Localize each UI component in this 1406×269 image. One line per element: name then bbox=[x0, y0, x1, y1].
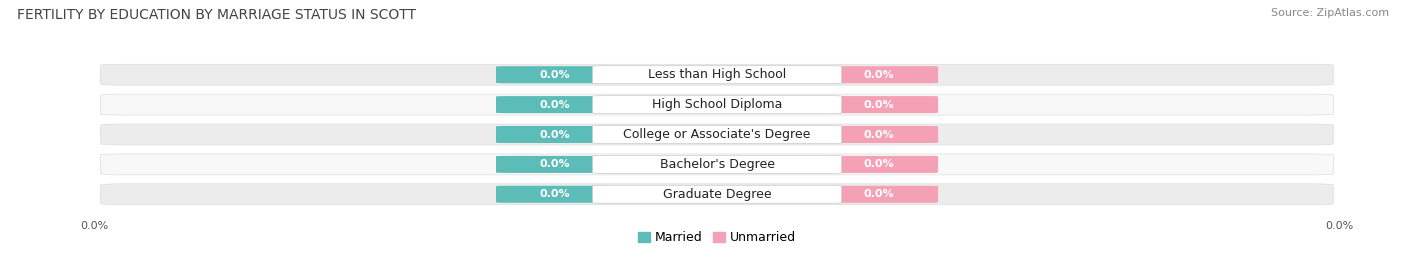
FancyBboxPatch shape bbox=[496, 156, 614, 173]
Text: 0.0%: 0.0% bbox=[540, 129, 571, 140]
FancyBboxPatch shape bbox=[820, 66, 938, 83]
FancyBboxPatch shape bbox=[592, 185, 842, 203]
FancyBboxPatch shape bbox=[592, 96, 842, 114]
FancyBboxPatch shape bbox=[101, 94, 1333, 115]
Text: 0.0%: 0.0% bbox=[863, 70, 894, 80]
Text: 0.0%: 0.0% bbox=[863, 100, 894, 109]
FancyBboxPatch shape bbox=[101, 124, 1333, 145]
Text: Graduate Degree: Graduate Degree bbox=[662, 188, 772, 201]
FancyBboxPatch shape bbox=[101, 154, 1333, 175]
FancyBboxPatch shape bbox=[496, 96, 614, 113]
Text: High School Diploma: High School Diploma bbox=[652, 98, 782, 111]
FancyBboxPatch shape bbox=[101, 64, 1333, 85]
FancyBboxPatch shape bbox=[592, 155, 842, 173]
FancyBboxPatch shape bbox=[820, 186, 938, 203]
Legend: Married, Unmarried: Married, Unmarried bbox=[638, 231, 796, 245]
FancyBboxPatch shape bbox=[820, 156, 938, 173]
FancyBboxPatch shape bbox=[820, 126, 938, 143]
Text: 0.0%: 0.0% bbox=[540, 189, 571, 199]
Text: 0.0%: 0.0% bbox=[863, 160, 894, 169]
Text: 0.0%: 0.0% bbox=[540, 100, 571, 109]
Text: FERTILITY BY EDUCATION BY MARRIAGE STATUS IN SCOTT: FERTILITY BY EDUCATION BY MARRIAGE STATU… bbox=[17, 8, 416, 22]
Text: 0.0%: 0.0% bbox=[863, 189, 894, 199]
FancyBboxPatch shape bbox=[592, 66, 842, 84]
Text: College or Associate's Degree: College or Associate's Degree bbox=[623, 128, 811, 141]
Text: Less than High School: Less than High School bbox=[648, 68, 786, 81]
FancyBboxPatch shape bbox=[592, 126, 842, 143]
FancyBboxPatch shape bbox=[496, 126, 614, 143]
FancyBboxPatch shape bbox=[496, 66, 614, 83]
FancyBboxPatch shape bbox=[820, 96, 938, 113]
Text: 0.0%: 0.0% bbox=[540, 160, 571, 169]
Text: 0.0%: 0.0% bbox=[540, 70, 571, 80]
FancyBboxPatch shape bbox=[496, 186, 614, 203]
FancyBboxPatch shape bbox=[101, 184, 1333, 205]
Text: Bachelor's Degree: Bachelor's Degree bbox=[659, 158, 775, 171]
Text: Source: ZipAtlas.com: Source: ZipAtlas.com bbox=[1271, 8, 1389, 18]
Text: 0.0%: 0.0% bbox=[863, 129, 894, 140]
